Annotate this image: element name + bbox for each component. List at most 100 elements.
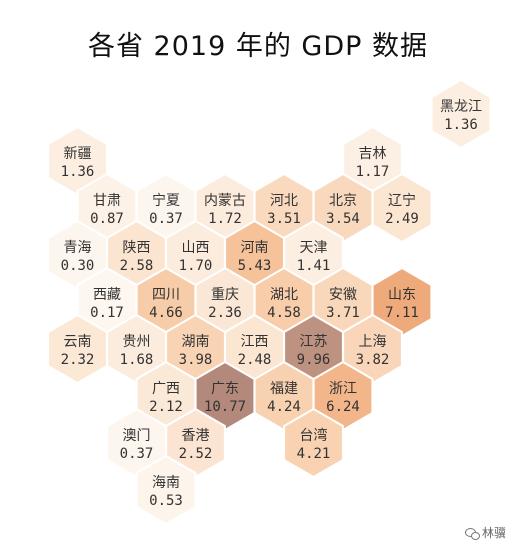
province-name: 河北 bbox=[270, 193, 298, 209]
hex-tile bbox=[430, 78, 492, 150]
hex-cell: 内蒙古 1.72 bbox=[194, 172, 256, 244]
hex-tile bbox=[135, 454, 197, 526]
gdp-value: 2.49 bbox=[385, 211, 419, 227]
province-name: 重庆 bbox=[211, 287, 239, 303]
province-name: 上海 bbox=[359, 334, 387, 350]
gdp-value: 10.77 bbox=[204, 399, 246, 415]
watermark-text: 林骥 bbox=[481, 526, 506, 540]
province-name: 广西 bbox=[152, 381, 180, 397]
province-name: 四川 bbox=[152, 287, 180, 303]
hex-tile bbox=[283, 407, 344, 479]
province-name: 新疆 bbox=[64, 146, 92, 162]
hex-cell: 新疆 1.36 bbox=[47, 125, 108, 197]
province-name: 台湾 bbox=[300, 427, 328, 444]
hex-cell: 香港 2.52 bbox=[165, 407, 226, 479]
province-name: 山西 bbox=[182, 240, 210, 256]
gdp-value: 1.36 bbox=[444, 117, 478, 133]
province-name: 湖北 bbox=[270, 287, 298, 303]
province-name: 广东 bbox=[211, 381, 239, 397]
gdp-value: 1.72 bbox=[208, 211, 242, 227]
province-name: 山东 bbox=[388, 287, 416, 303]
province-name: 天津 bbox=[300, 240, 328, 256]
gdp-value: 3.51 bbox=[267, 211, 301, 227]
gdp-value: 2.58 bbox=[120, 258, 154, 274]
hex-cell: 浙江 6.24 bbox=[312, 360, 374, 432]
gdp-value: 4.66 bbox=[149, 305, 183, 321]
hex-tile bbox=[371, 172, 433, 244]
gdp-value: 6.24 bbox=[326, 399, 360, 415]
gdp-value: 2.12 bbox=[149, 399, 183, 415]
hex-cell: 海南 0.53 bbox=[135, 454, 197, 526]
chart-title: 各省 2019 年的 GDP 数据 bbox=[87, 31, 429, 62]
province-name: 河南 bbox=[241, 240, 269, 256]
province-name: 福建 bbox=[270, 381, 298, 397]
hex-cell: 江苏 9.96 bbox=[283, 313, 344, 385]
province-name: 江西 bbox=[241, 334, 269, 350]
province-name: 云南 bbox=[64, 334, 92, 350]
province-name: 湖南 bbox=[182, 334, 210, 350]
province-name: 海南 bbox=[152, 475, 180, 491]
gdp-value: 1.41 bbox=[297, 258, 331, 274]
gdp-value: 0.30 bbox=[61, 258, 95, 274]
gdp-value: 1.36 bbox=[61, 164, 95, 180]
hex-cell: 北京 3.54 bbox=[312, 172, 374, 244]
gdp-value: 3.54 bbox=[326, 211, 360, 227]
wechat-icon bbox=[464, 527, 480, 540]
hex-cell: 陕西 2.58 bbox=[106, 219, 167, 291]
province-name: 辽宁 bbox=[388, 192, 416, 209]
hex-cell: 黑龙江 1.36 bbox=[430, 78, 492, 150]
province-name: 陕西 bbox=[123, 240, 151, 256]
gdp-value: 2.36 bbox=[208, 305, 242, 321]
hex-cell: 江西 2.48 bbox=[224, 313, 285, 385]
gdp-value: 7.11 bbox=[385, 305, 419, 321]
hex-cell: 福建 4.24 bbox=[253, 360, 315, 432]
hex-cell: 湖北 4.58 bbox=[253, 266, 315, 338]
hex-cell: 甘肃 0.87 bbox=[76, 172, 138, 244]
hex-cell: 贵州 1.68 bbox=[106, 313, 167, 385]
province-name: 吉林 bbox=[359, 146, 387, 162]
gdp-value: 5.43 bbox=[238, 258, 272, 274]
hex-cell: 台湾 4.21 bbox=[283, 407, 344, 479]
hex-cell: 西藏 0.17 bbox=[76, 266, 138, 338]
province-name: 甘肃 bbox=[93, 193, 121, 209]
hex-cell: 山西 1.70 bbox=[165, 219, 226, 291]
gdp-value: 0.87 bbox=[90, 211, 124, 227]
gdp-value: 2.48 bbox=[238, 352, 272, 368]
gdp-value: 0.17 bbox=[90, 305, 124, 321]
hex-cell: 宁夏 0.37 bbox=[135, 172, 197, 244]
hex-cell: 广西 2.12 bbox=[135, 360, 197, 432]
province-name: 江苏 bbox=[300, 334, 328, 350]
gdp-value: 3.98 bbox=[179, 352, 213, 368]
gdp-value: 0.53 bbox=[149, 493, 183, 509]
province-name: 贵州 bbox=[123, 334, 151, 350]
gdp-value: 4.21 bbox=[297, 446, 331, 462]
gdp-value: 2.52 bbox=[179, 446, 213, 462]
province-name: 黑龙江 bbox=[440, 99, 482, 115]
hex-cell: 上海 3.82 bbox=[342, 313, 403, 385]
province-name: 北京 bbox=[329, 193, 357, 209]
gdp-value: 3.82 bbox=[356, 352, 390, 368]
watermark: 林骥 bbox=[464, 524, 506, 541]
province-name: 香港 bbox=[182, 428, 210, 444]
province-name: 宁夏 bbox=[152, 192, 180, 209]
province-name: 内蒙古 bbox=[204, 193, 246, 209]
hex-cell: 澳门 0.37 bbox=[106, 407, 167, 479]
gdp-value: 1.70 bbox=[179, 258, 213, 274]
gdp-value: 4.58 bbox=[267, 305, 301, 321]
gdp-value: 1.17 bbox=[356, 164, 390, 180]
province-name: 澳门 bbox=[123, 428, 151, 444]
gdp-value: 3.71 bbox=[326, 305, 360, 321]
gdp-value: 0.37 bbox=[120, 446, 154, 462]
province-name: 青海 bbox=[64, 240, 92, 256]
gdp-value: 9.96 bbox=[297, 352, 331, 368]
hex-cell: 辽宁 2.49 bbox=[371, 172, 433, 244]
gdp-value: 2.32 bbox=[61, 352, 95, 368]
gdp-value: 1.68 bbox=[120, 352, 154, 368]
gdp-value: 0.37 bbox=[149, 211, 183, 227]
province-name: 浙江 bbox=[329, 381, 357, 397]
gdp-value: 4.24 bbox=[267, 399, 301, 415]
hex-cell: 天津 1.41 bbox=[283, 219, 344, 291]
province-name: 安徽 bbox=[329, 287, 357, 303]
province-name: 西藏 bbox=[93, 287, 121, 303]
